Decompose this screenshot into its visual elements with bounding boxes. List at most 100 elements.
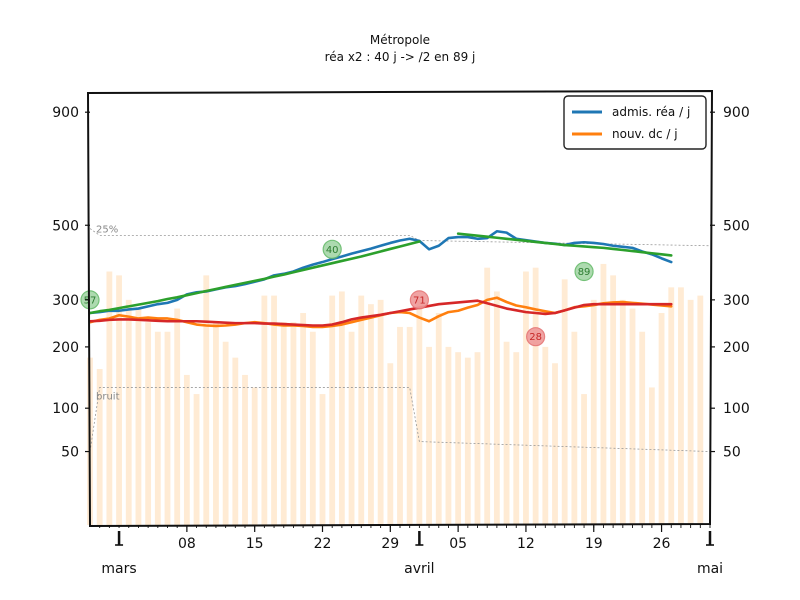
bar <box>435 313 442 525</box>
annotation-label: 71 <box>413 295 426 306</box>
bar <box>464 357 471 525</box>
annotations-layer: 57 40 71 89 28 <box>80 239 594 347</box>
bar <box>629 308 636 525</box>
legend-box <box>563 95 707 150</box>
bar <box>619 299 626 525</box>
y-tick-label-left: 50 <box>61 445 79 461</box>
bar <box>590 299 597 525</box>
bar <box>116 275 122 525</box>
bar <box>125 299 132 525</box>
x-day-label: 05 <box>449 536 467 552</box>
annotation-bubble <box>574 261 594 282</box>
x-day-label: 29 <box>381 536 399 552</box>
bar <box>232 357 239 525</box>
bar <box>319 394 326 525</box>
y-tick-label-right: 200 <box>723 340 750 356</box>
bar <box>658 313 665 525</box>
bar <box>261 295 268 525</box>
chart-subtitle: réa x2 : 40 j -> /2 en 89 j <box>325 50 476 64</box>
thresholds-layer: 25% bruit <box>89 225 711 452</box>
y-tick-label-left: 200 <box>52 340 79 356</box>
bar <box>106 271 113 525</box>
bar <box>280 322 287 525</box>
bar <box>271 295 277 525</box>
bar <box>503 341 510 525</box>
bar <box>513 352 520 525</box>
bar <box>154 331 161 525</box>
plot-frame <box>86 89 714 528</box>
y-tick-label-left: 300 <box>52 293 79 309</box>
bar <box>397 326 403 525</box>
threshold-lower <box>89 387 711 452</box>
bar <box>358 295 365 525</box>
bar <box>242 374 248 525</box>
y-tick-label-right: 300 <box>723 293 750 309</box>
bar <box>309 331 316 525</box>
annotation-label: 28 <box>529 332 542 343</box>
bar <box>571 331 578 525</box>
bar <box>639 331 646 525</box>
bar <box>174 308 181 525</box>
bar <box>96 368 103 525</box>
x-month-label: mai <box>697 561 723 577</box>
bar <box>697 295 704 525</box>
bar <box>213 322 219 525</box>
bar <box>193 394 200 525</box>
bar <box>348 331 355 525</box>
lines-layer <box>88 229 673 329</box>
y-tick-label-right: 900 <box>723 105 750 121</box>
x-day-label: 12 <box>517 536 535 552</box>
annotation-bubble <box>409 290 429 310</box>
chart-title: Métropole <box>370 33 430 47</box>
bar <box>416 299 423 525</box>
y-ticks: 50 50 100 100 200 200 300 300 500 500 900 900 <box>52 105 749 460</box>
legend-label-rea: admis. réa / j <box>612 105 690 119</box>
x-day-label: 08 <box>178 536 196 552</box>
bar <box>610 275 617 525</box>
bar <box>581 394 587 525</box>
threshold-upper-label: 25% <box>96 225 118 236</box>
bar <box>203 275 210 525</box>
bar <box>523 271 529 525</box>
x-day-label: 26 <box>653 536 671 552</box>
bar <box>145 322 152 525</box>
annotation-label: 40 <box>326 245 339 256</box>
series-line-1 <box>456 232 673 257</box>
y-tick-label-left: 100 <box>52 401 79 417</box>
bars-layer <box>87 263 704 525</box>
series-line-1 <box>88 240 421 315</box>
bar <box>338 291 345 525</box>
bar <box>561 279 568 525</box>
bar <box>687 299 694 525</box>
x-day-label: 22 <box>314 536 332 552</box>
bar <box>542 346 549 525</box>
x-day-label: 15 <box>246 536 264 552</box>
x-ticks: 08 15 22 29 05 12 19 26 mars avril mai <box>99 525 723 577</box>
x-month-label: mars <box>101 561 136 577</box>
y-tick-label-right: 50 <box>723 445 741 461</box>
bar <box>678 287 684 525</box>
bar <box>426 346 432 525</box>
bar <box>493 291 500 525</box>
bar <box>387 363 394 525</box>
bar <box>251 387 258 525</box>
x-day-label: 19 <box>585 536 603 552</box>
annotation-label: 89 <box>578 267 591 278</box>
legend-label-dc: nouv. dc / j <box>612 127 678 141</box>
bar <box>600 263 607 525</box>
bar <box>474 352 481 525</box>
threshold-upper <box>89 228 711 247</box>
y-tick-label-left: 500 <box>52 218 79 234</box>
bar <box>222 341 229 525</box>
bar <box>455 352 462 525</box>
bar <box>445 346 452 525</box>
y-tick-label-right: 500 <box>723 218 750 234</box>
y-tick-label-right: 100 <box>723 401 750 417</box>
bar <box>532 267 539 525</box>
annotation-label: 57 <box>84 295 97 306</box>
bar <box>164 331 171 525</box>
bar <box>406 326 413 525</box>
bar <box>648 387 655 525</box>
bar <box>183 374 190 525</box>
